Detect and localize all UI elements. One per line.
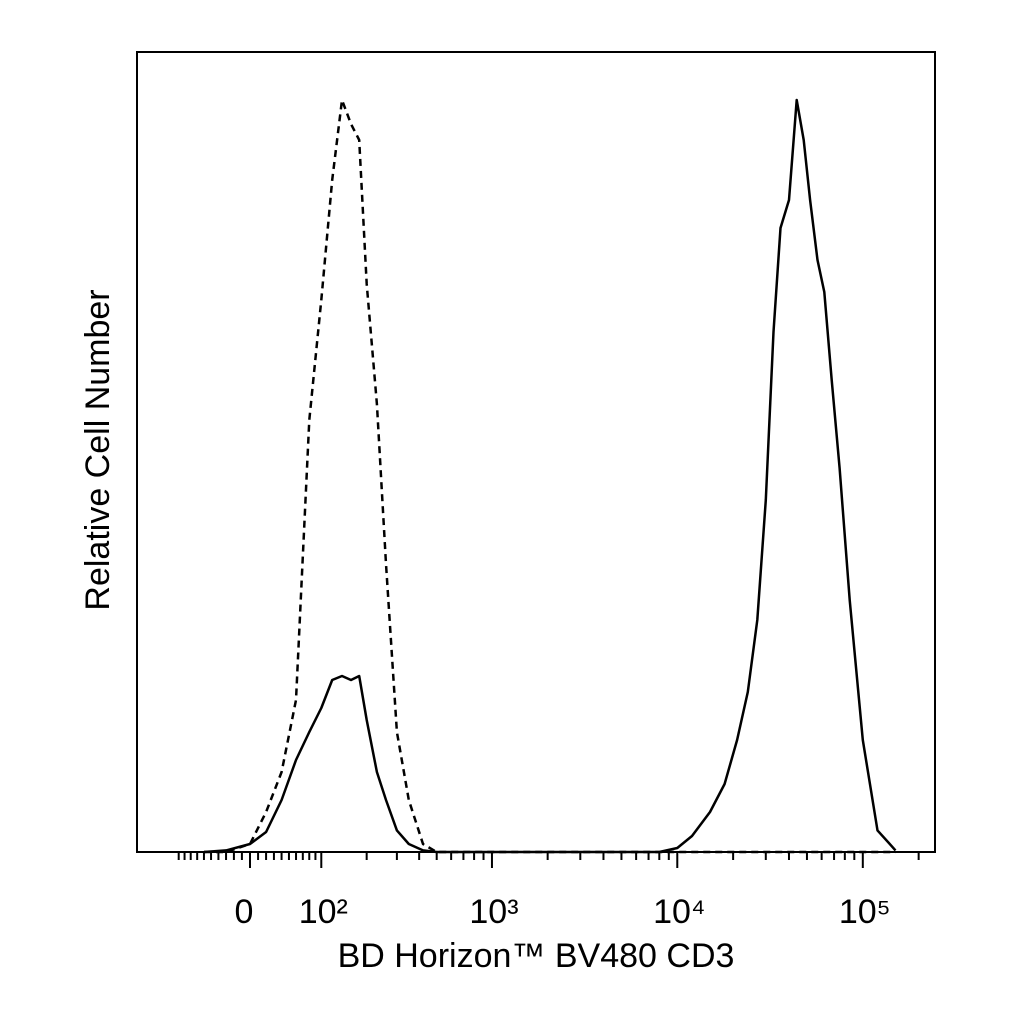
- x-tick-label: 10³: [469, 893, 518, 931]
- histogram-line: [203, 98, 897, 854]
- x-tick-label: 10⁴: [653, 893, 705, 931]
- x-tick-label: 0: [235, 893, 254, 931]
- x-tick-label: 10⁵: [839, 893, 891, 931]
- x-tick-label: 10²: [299, 893, 348, 931]
- y-axis-label: Relative Cell Number: [79, 289, 117, 610]
- histogram-line: [204, 98, 896, 854]
- x-axis-label: BD Horizon™ BV480 CD3: [338, 937, 735, 975]
- plot-frame: [136, 51, 936, 853]
